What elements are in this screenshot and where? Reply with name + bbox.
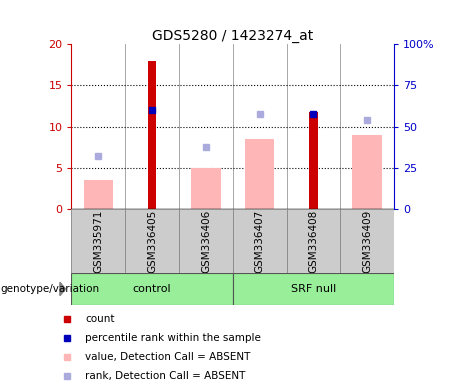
Bar [71, 209, 125, 273]
Bar [83, 180, 113, 209]
Bar [353, 135, 382, 209]
Text: GSM336409: GSM336409 [362, 209, 372, 273]
Bar [179, 209, 233, 273]
Text: SRF null: SRF null [291, 284, 336, 294]
Text: genotype/variation: genotype/variation [0, 284, 99, 294]
Bar [233, 209, 287, 273]
Bar [148, 61, 156, 209]
Text: count: count [85, 314, 115, 324]
Text: GSM336406: GSM336406 [201, 209, 211, 273]
Text: rank, Detection Call = ABSENT: rank, Detection Call = ABSENT [85, 371, 246, 381]
Text: GSM335971: GSM335971 [93, 209, 103, 273]
Bar [71, 273, 233, 305]
Text: control: control [133, 284, 171, 294]
Bar [233, 273, 394, 305]
Bar [125, 209, 179, 273]
Text: GSM336407: GSM336407 [254, 209, 265, 273]
Text: percentile rank within the sample: percentile rank within the sample [85, 333, 261, 343]
Title: GDS5280 / 1423274_at: GDS5280 / 1423274_at [152, 29, 313, 43]
Text: GSM336405: GSM336405 [147, 209, 157, 273]
Bar [287, 209, 340, 273]
Text: GSM336408: GSM336408 [308, 209, 319, 273]
Bar [245, 139, 274, 209]
Text: value, Detection Call = ABSENT: value, Detection Call = ABSENT [85, 352, 251, 362]
Bar [309, 112, 318, 209]
Bar [191, 168, 221, 209]
Bar [340, 209, 394, 273]
